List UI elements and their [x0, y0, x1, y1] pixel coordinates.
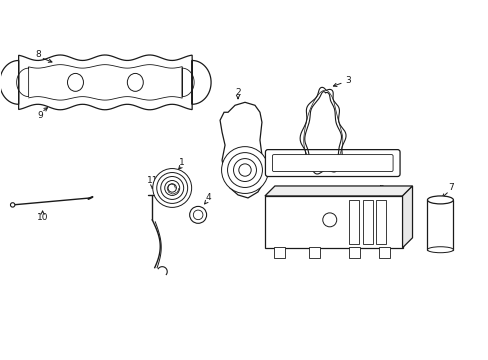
Circle shape: [161, 176, 183, 199]
Ellipse shape: [127, 73, 143, 91]
Bar: [274, 247, 285, 258]
Text: 2: 2: [235, 88, 240, 97]
Circle shape: [193, 210, 203, 220]
FancyBboxPatch shape: [272, 154, 392, 171]
Bar: [309, 247, 320, 258]
Circle shape: [164, 180, 179, 195]
Bar: [264, 196, 402, 248]
Circle shape: [233, 159, 256, 181]
Text: 10: 10: [37, 213, 48, 222]
Text: 3: 3: [344, 76, 350, 85]
Text: 5: 5: [378, 185, 384, 194]
Bar: [375, 200, 385, 244]
Bar: [378, 247, 389, 258]
Ellipse shape: [427, 247, 452, 253]
Circle shape: [157, 172, 187, 203]
Text: 8: 8: [36, 50, 41, 59]
Polygon shape: [402, 186, 412, 248]
Text: 4: 4: [205, 193, 210, 202]
Circle shape: [221, 147, 268, 193]
Circle shape: [168, 184, 176, 192]
Bar: [348, 247, 360, 258]
Circle shape: [189, 206, 206, 223]
Text: 6: 6: [288, 154, 294, 163]
Polygon shape: [264, 186, 412, 196]
Circle shape: [227, 153, 262, 188]
Circle shape: [152, 168, 191, 207]
Bar: [348, 200, 358, 244]
Ellipse shape: [67, 73, 83, 91]
FancyBboxPatch shape: [265, 150, 399, 176]
Bar: [427, 200, 452, 250]
Ellipse shape: [427, 196, 452, 204]
Text: 7: 7: [447, 184, 453, 193]
Text: 9: 9: [38, 111, 43, 120]
Text: 11: 11: [146, 176, 158, 185]
Circle shape: [238, 164, 251, 176]
Bar: [362, 200, 372, 244]
Polygon shape: [0, 55, 211, 110]
Circle shape: [322, 213, 336, 227]
Circle shape: [10, 203, 15, 207]
Text: 1: 1: [179, 158, 184, 167]
Polygon shape: [220, 102, 267, 198]
